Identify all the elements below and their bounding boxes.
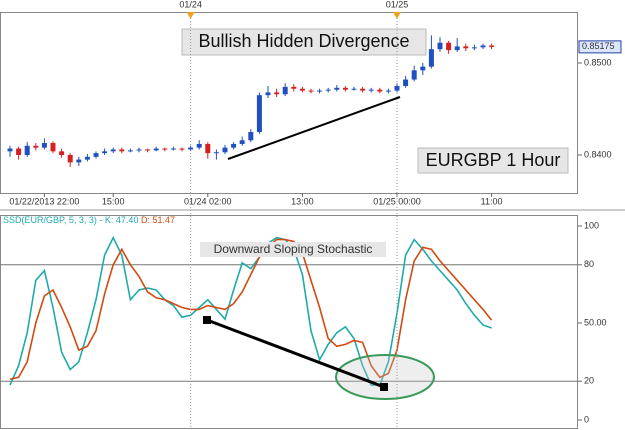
candle-body <box>76 159 82 163</box>
stoch-panel <box>0 215 578 429</box>
candle-body <box>437 42 443 50</box>
candle-body <box>428 49 434 67</box>
marker-label: 01/25 <box>386 0 409 9</box>
candle-body <box>24 145 30 155</box>
marker-arrow <box>393 12 401 19</box>
candle-body <box>377 89 383 92</box>
last-price-box <box>578 40 622 54</box>
legend-label: D: <box>141 215 150 225</box>
candle-body <box>308 90 314 92</box>
stoch-trendline <box>206 318 385 389</box>
candle-body <box>162 148 168 150</box>
x-tick-label: 13:00 <box>291 196 314 206</box>
candle-body <box>205 143 211 154</box>
candle-body <box>41 143 47 148</box>
candle-body <box>239 140 245 144</box>
marker-arrow <box>186 12 195 19</box>
annotation: Downward Sloping Stochastic <box>214 242 373 256</box>
candle-body <box>93 153 99 157</box>
stoch-line <box>9 238 493 381</box>
annotation-box <box>417 147 569 174</box>
candle-body <box>299 88 305 91</box>
candle-body <box>153 148 159 151</box>
candle-body <box>489 45 495 47</box>
indicator-title: SSD(EUR/GBP, 5, 3, 3) - <box>3 215 102 225</box>
candle-body <box>463 46 469 49</box>
candle-body <box>222 147 228 153</box>
candle-body <box>59 151 65 155</box>
candle-body <box>360 88 366 91</box>
candle-body <box>145 149 151 151</box>
last-price-label: 0.85175 <box>582 41 615 51</box>
candle-body <box>50 143 56 152</box>
candle-body <box>368 89 374 91</box>
y-tick-label: 50.00 <box>584 317 607 327</box>
highlight-ellipse <box>335 354 435 400</box>
candle-body <box>67 154 73 163</box>
chart-title: Bullish Hidden Divergence <box>198 31 409 51</box>
candle-body <box>170 148 176 150</box>
y-tick-label: 20 <box>584 376 594 386</box>
trend-point <box>203 316 211 324</box>
candle-body <box>471 47 477 49</box>
candle-body <box>325 89 331 91</box>
indicator-header: SSD(EUR/GBP, 5, 3, 3) - K: 47.40 D: 51.4… <box>3 215 175 225</box>
candle-body <box>446 42 452 51</box>
candle-body <box>394 85 400 91</box>
candle-body <box>110 149 116 152</box>
y-tick-label: 80 <box>584 259 594 269</box>
y-tick-label: 0.8500 <box>584 57 612 67</box>
stoch-line <box>9 235 492 386</box>
title-box <box>181 28 427 56</box>
candle-body <box>274 92 280 95</box>
candle-body <box>196 143 202 148</box>
candle-body <box>188 147 194 150</box>
x-tick-label: 11:00 <box>481 196 503 206</box>
candle-body <box>33 145 39 148</box>
x-tick-label: 01/24 02:00 <box>184 196 232 206</box>
x-tick-label: 15:00 <box>102 196 125 206</box>
candle-body <box>317 90 323 92</box>
candle-body <box>454 46 460 51</box>
annotation-box <box>200 242 386 257</box>
candle-body <box>403 79 409 86</box>
candle-body <box>84 156 90 160</box>
candle-body <box>265 92 271 96</box>
candle-body <box>231 143 237 148</box>
trend-point <box>380 383 388 391</box>
candle-body <box>16 148 22 155</box>
candle-body <box>213 152 219 154</box>
candle-body <box>248 131 254 141</box>
candle-body <box>179 148 185 150</box>
price-panel <box>0 12 578 194</box>
candle-body <box>351 88 357 90</box>
candle-body <box>385 90 391 92</box>
candle-body <box>420 66 426 71</box>
marker-label: 01/24 <box>179 0 202 9</box>
candle-body <box>282 86 288 95</box>
candle-body <box>136 149 142 151</box>
candle-body <box>480 45 486 48</box>
legend-value: 47.40 <box>116 215 139 225</box>
price-trendline <box>227 96 401 160</box>
candle-body <box>102 151 108 154</box>
annotation: EURGBP 1 Hour <box>426 150 561 170</box>
candle-body <box>411 70 417 80</box>
legend-label: K: <box>105 215 114 225</box>
candle-body <box>291 86 297 89</box>
x-tick-label: 01/22/2013 22:00 <box>9 196 79 206</box>
y-tick-label: 0.8400 <box>584 149 612 159</box>
candle-body <box>7 148 13 152</box>
y-tick-label: 0 <box>584 414 589 424</box>
candle-body <box>334 87 340 90</box>
candle-body <box>119 149 125 152</box>
candle-body <box>127 150 133 152</box>
y-tick-label: 100 <box>584 220 599 230</box>
legend-value: 51.47 <box>152 215 175 225</box>
candle-body <box>342 87 348 90</box>
candle-body <box>256 95 262 132</box>
